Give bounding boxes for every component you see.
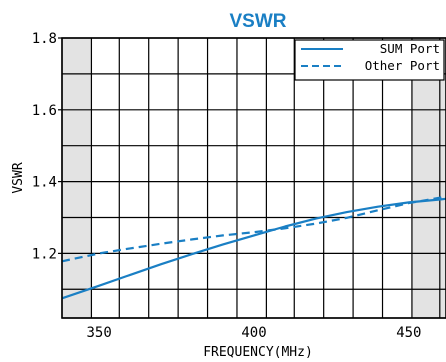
y-axis-label: VSWR bbox=[11, 162, 26, 193]
shaded-band-0 bbox=[62, 38, 92, 318]
legend-box bbox=[294, 39, 445, 81]
legend: SUM Port Other Port bbox=[294, 39, 445, 81]
x-axis-label: FREQUENCY(MHz) bbox=[203, 345, 313, 360]
y-tick-label-0: 1.2 bbox=[32, 246, 57, 262]
y-tick-label-2: 1.6 bbox=[32, 103, 57, 119]
x-tick-labels: 350 400 450 bbox=[87, 325, 422, 341]
series-line-other-port bbox=[61, 194, 446, 263]
chart-title: VSWR bbox=[230, 11, 287, 32]
x-tick-label-0: 350 bbox=[87, 325, 112, 341]
series-layer bbox=[61, 194, 446, 300]
x-tick-label-2: 450 bbox=[396, 325, 421, 341]
legend-label-sum-port: SUM Port bbox=[380, 41, 440, 56]
x-tick-label-1: 400 bbox=[241, 325, 266, 341]
y-tick-label-3: 1.8 bbox=[32, 31, 57, 47]
y-tick-label-1: 1.4 bbox=[32, 175, 57, 191]
plot-frame bbox=[61, 37, 446, 319]
legend-label-other-port: Other Port bbox=[365, 58, 440, 73]
y-tick-labels: 1.2 1.4 1.6 1.8 bbox=[32, 31, 62, 262]
